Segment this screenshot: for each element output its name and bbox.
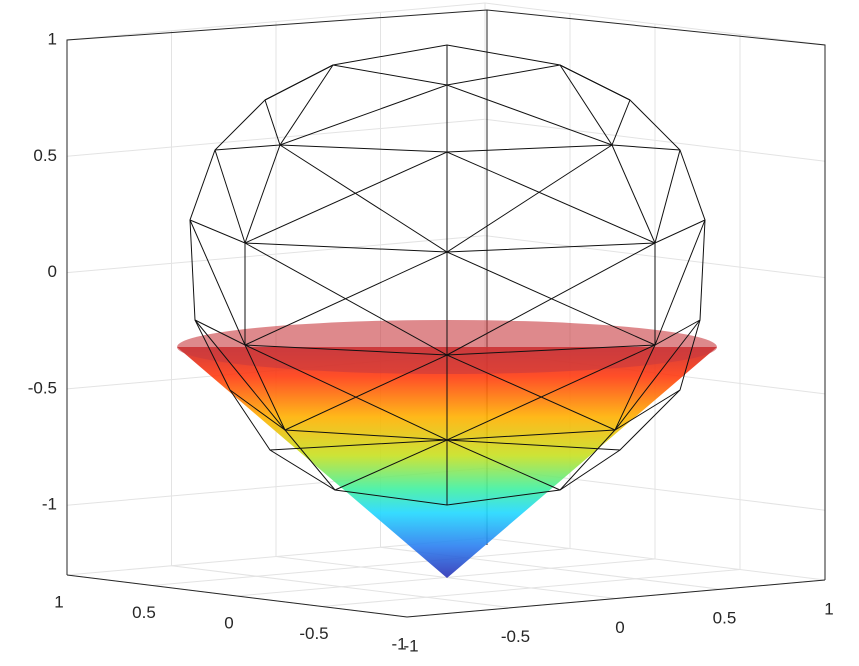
z-tick-label: -1 xyxy=(42,495,57,514)
x-tick-label: 0.5 xyxy=(132,603,156,622)
grid-line xyxy=(484,2,826,46)
z-tick-label: 0 xyxy=(48,262,57,281)
z-tick-label: 0.5 xyxy=(33,146,57,165)
polyhedron-edge xyxy=(244,242,656,356)
grid-line xyxy=(66,118,486,157)
z-tick-label: -0.5 xyxy=(28,378,57,397)
y-tick-label: 0.5 xyxy=(713,609,737,628)
polyhedron-edge xyxy=(244,344,656,441)
tick-labels: -1 -0.5 0 0.5 1 -1 -0.5 0 0.5 1 -1 -0.5 0 0.5 1 xyxy=(28,29,834,655)
polyhedron-edge xyxy=(244,64,336,491)
grid-line xyxy=(66,235,486,274)
grid-line xyxy=(484,537,826,581)
x-tick-label: 0 xyxy=(224,613,233,632)
polyhedron-edge xyxy=(279,144,613,253)
polyhedron-edge xyxy=(214,149,681,244)
grid-line xyxy=(275,556,617,599)
y-tick-label: -1 xyxy=(403,636,418,655)
polyhedron xyxy=(189,44,706,506)
box-edge xyxy=(66,574,826,618)
y-tick-label: 1 xyxy=(824,599,833,618)
grid-line xyxy=(484,118,826,162)
y-tick-label: -0.5 xyxy=(501,627,530,646)
grid-line xyxy=(171,565,512,609)
x-tick-label: -1 xyxy=(391,634,406,653)
polyhedron-edge xyxy=(264,84,631,146)
z-tick-label: 1 xyxy=(48,29,57,48)
y-tick-label: 0 xyxy=(615,618,624,637)
polyhedron-edge xyxy=(559,64,656,491)
x-tick-label: 1 xyxy=(54,592,63,611)
x-tick-label: -0.5 xyxy=(299,624,328,643)
grid-line xyxy=(66,2,486,41)
